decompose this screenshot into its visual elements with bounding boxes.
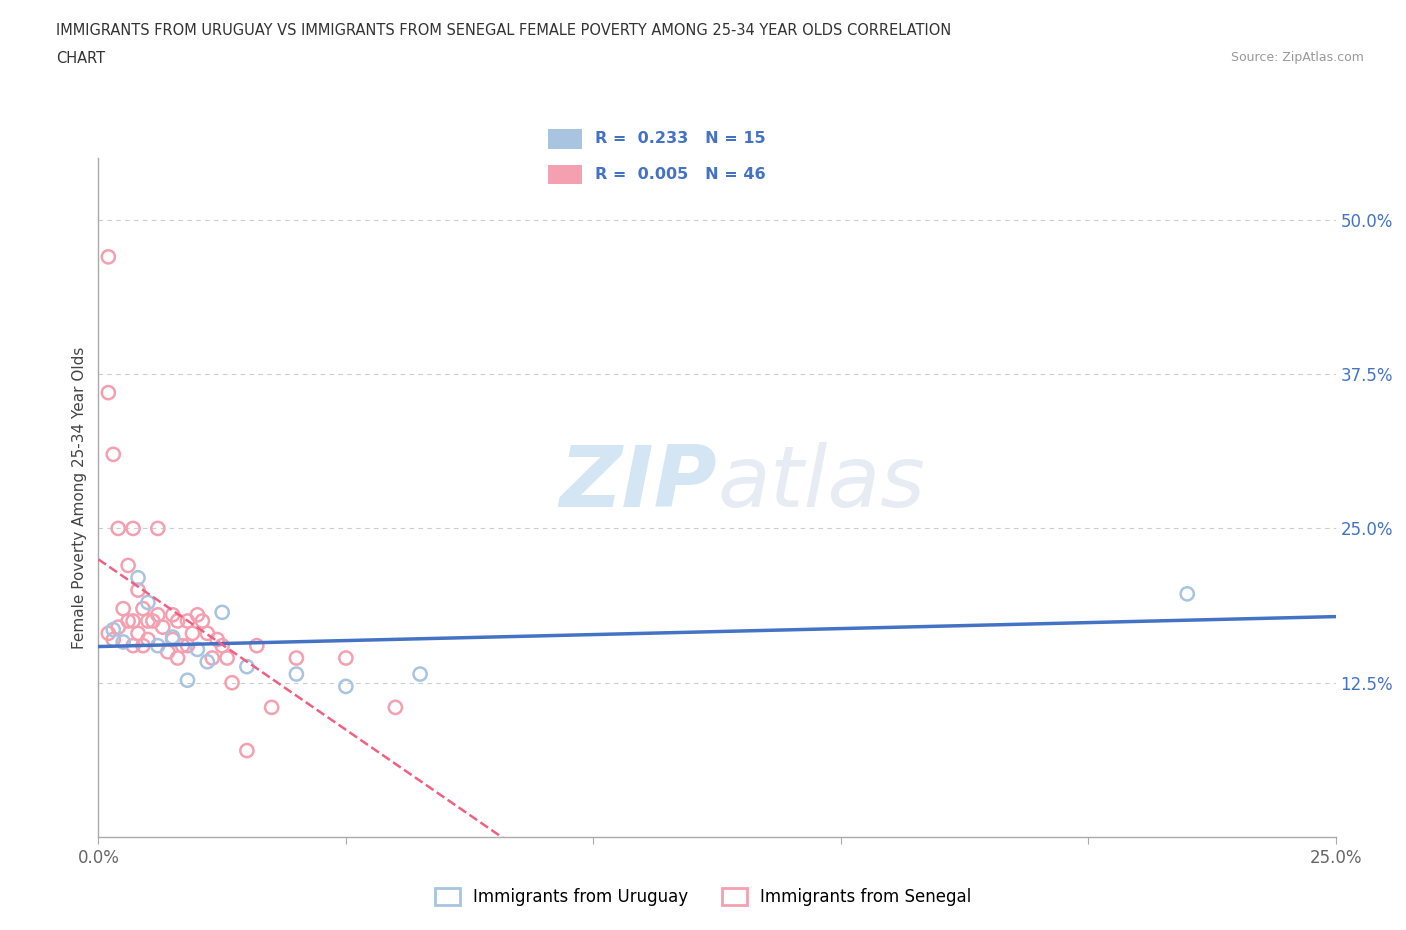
- Point: [176, 638, 198, 653]
- Point: [236, 659, 259, 674]
- Point: [122, 614, 145, 629]
- Point: [201, 651, 224, 666]
- Point: [335, 651, 357, 666]
- Point: [97, 385, 120, 400]
- Text: R =  0.233   N = 15: R = 0.233 N = 15: [595, 131, 766, 147]
- Point: [1175, 587, 1198, 602]
- Point: [217, 651, 239, 666]
- Point: [211, 638, 233, 653]
- Point: [103, 447, 125, 462]
- Point: [162, 632, 184, 647]
- Point: [127, 626, 149, 641]
- Point: [97, 626, 120, 641]
- Point: [112, 634, 135, 649]
- Point: [127, 583, 149, 598]
- Point: [172, 638, 194, 653]
- Point: [107, 521, 129, 536]
- Point: [103, 632, 125, 647]
- Point: [122, 521, 145, 536]
- Text: R =  0.005   N = 46: R = 0.005 N = 46: [595, 166, 766, 182]
- Point: [166, 651, 188, 666]
- Point: [246, 638, 269, 653]
- Point: [384, 700, 406, 715]
- Text: ZIP: ZIP: [560, 443, 717, 525]
- Point: [176, 672, 198, 687]
- Point: [146, 638, 169, 653]
- Point: [107, 619, 129, 634]
- Point: [260, 700, 283, 715]
- Point: [156, 644, 179, 659]
- Point: [136, 632, 159, 647]
- Point: [186, 642, 208, 657]
- Point: [211, 604, 233, 619]
- Point: [142, 614, 165, 629]
- Point: [205, 632, 228, 647]
- Point: [166, 614, 188, 629]
- Point: [409, 667, 432, 682]
- Text: IMMIGRANTS FROM URUGUAY VS IMMIGRANTS FROM SENEGAL FEMALE POVERTY AMONG 25-34 YE: IMMIGRANTS FROM URUGUAY VS IMMIGRANTS FR…: [56, 23, 952, 38]
- Point: [236, 743, 259, 758]
- Text: atlas: atlas: [717, 443, 925, 525]
- Point: [195, 655, 218, 670]
- Point: [221, 675, 243, 690]
- Y-axis label: Female Poverty Among 25-34 Year Olds: Female Poverty Among 25-34 Year Olds: [72, 346, 87, 649]
- Point: [152, 619, 174, 634]
- Point: [117, 614, 139, 629]
- Point: [285, 667, 308, 682]
- Point: [97, 249, 120, 264]
- Point: [191, 614, 214, 629]
- Point: [335, 679, 357, 694]
- Point: [146, 607, 169, 622]
- Point: [146, 521, 169, 536]
- Bar: [548, 129, 582, 149]
- Point: [127, 570, 149, 585]
- Bar: [548, 165, 582, 184]
- Point: [162, 630, 184, 644]
- Legend: Immigrants from Uruguay, Immigrants from Senegal: Immigrants from Uruguay, Immigrants from…: [429, 881, 977, 912]
- Point: [181, 626, 204, 641]
- Point: [285, 651, 308, 666]
- Point: [162, 607, 184, 622]
- Point: [122, 638, 145, 653]
- Point: [117, 558, 139, 573]
- Point: [132, 601, 155, 616]
- Point: [136, 614, 159, 629]
- Text: CHART: CHART: [56, 51, 105, 66]
- Point: [132, 638, 155, 653]
- Point: [112, 601, 135, 616]
- Point: [176, 614, 198, 629]
- Point: [103, 622, 125, 637]
- Point: [136, 595, 159, 610]
- Point: [195, 626, 218, 641]
- Text: Source: ZipAtlas.com: Source: ZipAtlas.com: [1230, 51, 1364, 64]
- Point: [186, 607, 208, 622]
